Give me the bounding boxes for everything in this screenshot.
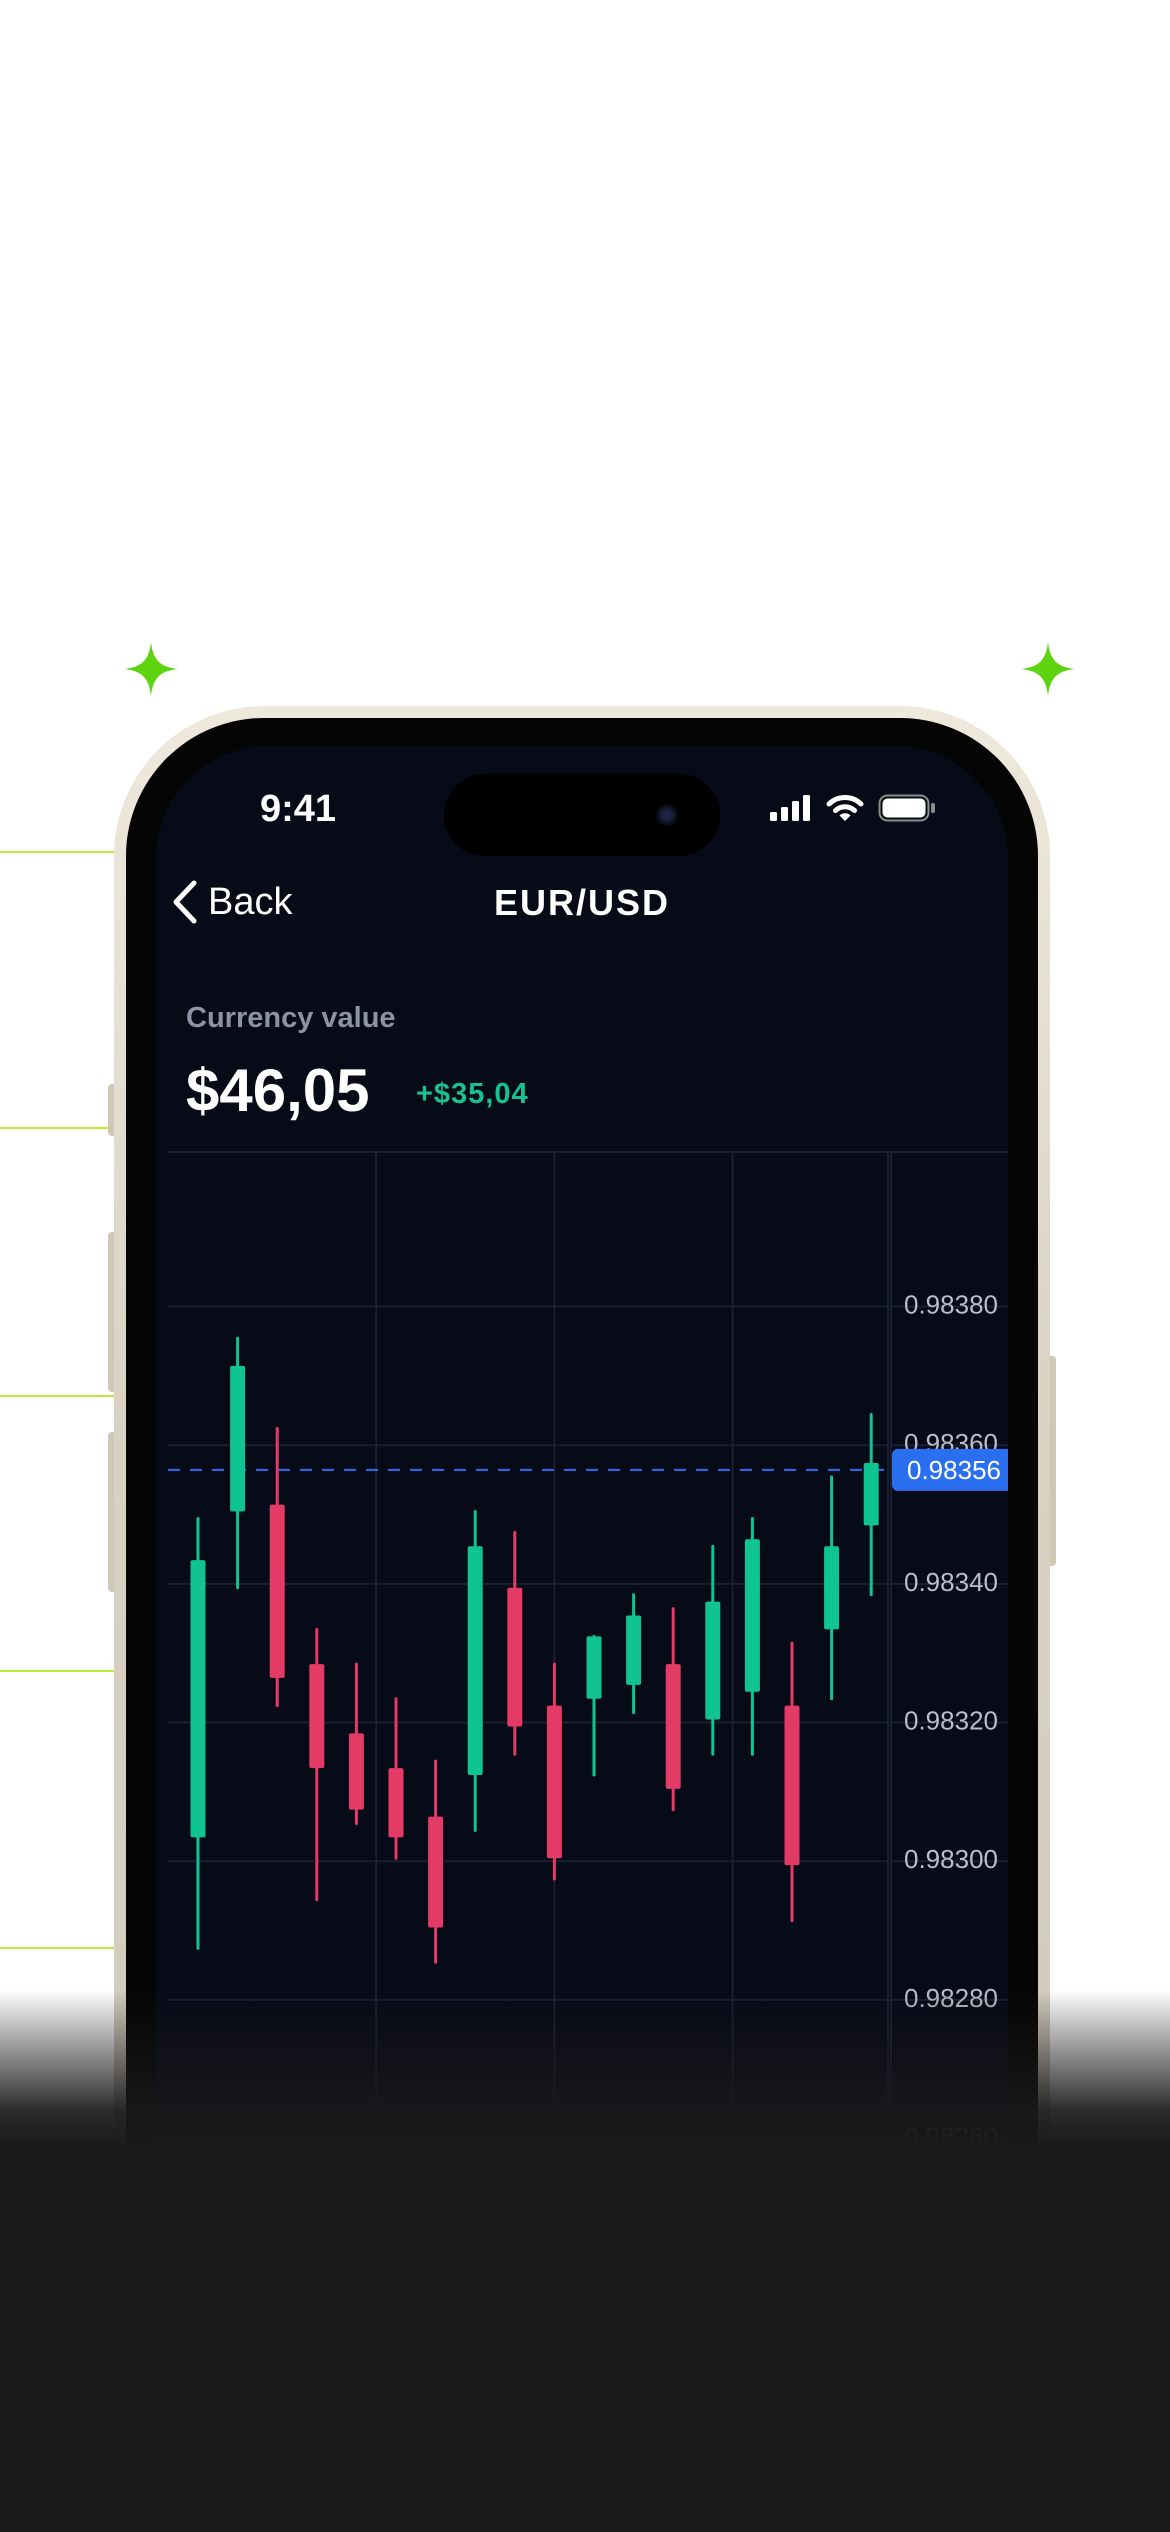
candle-body-down — [349, 1733, 364, 1809]
candle-body-up — [587, 1636, 602, 1698]
candle-body-up — [864, 1463, 879, 1525]
sparkle-icon — [1021, 642, 1075, 696]
candle-body-down — [309, 1664, 324, 1768]
accent-line — [0, 1947, 115, 1949]
accent-line — [0, 1670, 115, 1672]
candle-body-up — [626, 1616, 641, 1685]
page-title: EUR/USD — [156, 882, 1008, 924]
candle-body-down — [270, 1505, 285, 1678]
accent-line — [0, 851, 115, 853]
candle-body-up — [230, 1366, 245, 1512]
y-tick-label: 0.98320 — [904, 1706, 998, 1736]
currency-value-label: Currency value — [186, 1002, 396, 1035]
dynamic-island — [444, 774, 720, 856]
candle-body-up — [705, 1602, 720, 1720]
current-price-label: 0.98356 — [907, 1455, 1001, 1485]
candle-body-up — [468, 1546, 483, 1775]
candle-body-up — [824, 1546, 839, 1629]
wifi-icon — [826, 794, 864, 822]
y-tick-label: 0.98380 — [904, 1290, 998, 1320]
accent-line — [0, 1127, 115, 1129]
camera-icon — [656, 804, 678, 826]
currency-change: +$35,04 — [416, 1078, 529, 1111]
bottom-overlay — [0, 1990, 1170, 2532]
y-tick-label: 0.98300 — [904, 1844, 998, 1874]
candle-body-down — [785, 1706, 800, 1865]
currency-value: $46,05 — [186, 1056, 370, 1125]
sparkle-icon — [124, 642, 178, 696]
candle-body-down — [507, 1588, 522, 1727]
candle-body-up — [745, 1539, 760, 1692]
battery-icon — [878, 794, 936, 822]
status-time: 9:41 — [260, 788, 336, 831]
status-icons — [770, 794, 936, 822]
candle-body-down — [666, 1664, 681, 1789]
candle-body-down — [389, 1768, 404, 1837]
y-tick-label: 0.98340 — [904, 1567, 998, 1597]
signal-icon — [770, 795, 812, 821]
accent-line — [0, 1395, 115, 1397]
candle-body-down — [428, 1817, 443, 1928]
candle-body-down — [547, 1706, 562, 1859]
candle-body-up — [191, 1560, 206, 1837]
